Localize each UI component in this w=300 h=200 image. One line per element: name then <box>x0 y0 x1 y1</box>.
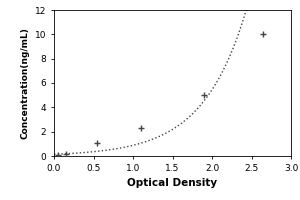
Y-axis label: Concentration(ng/mL): Concentration(ng/mL) <box>20 27 29 139</box>
X-axis label: Optical Density: Optical Density <box>128 178 218 188</box>
